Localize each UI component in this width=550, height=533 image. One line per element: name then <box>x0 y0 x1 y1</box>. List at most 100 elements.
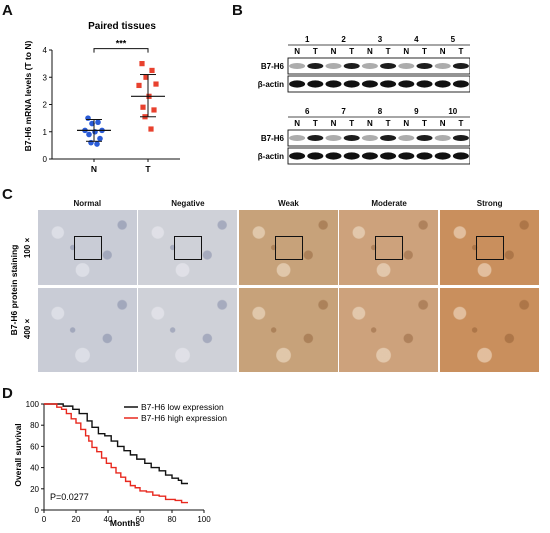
bottom-band <box>434 135 451 141</box>
top-band <box>380 63 397 69</box>
blot-row-label: β-actin <box>258 80 284 89</box>
bottom-band <box>398 152 415 160</box>
legend-low: B7-H6 low expression <box>141 402 224 412</box>
lane-label: T <box>386 119 391 128</box>
ihc-col-negative: Negative <box>171 199 205 208</box>
top-band <box>416 80 433 88</box>
panel-d-xlabel: Months <box>110 518 140 528</box>
sample-number: 4 <box>414 35 419 44</box>
lane-label: N <box>294 47 300 56</box>
lane-label: N <box>403 47 409 56</box>
blot-frame <box>287 57 470 75</box>
ihc-row-label-100: 100 × <box>20 210 34 285</box>
top-band <box>452 80 469 88</box>
panel-label-b: B <box>232 2 243 19</box>
panel-a-points <box>77 61 165 147</box>
blot-row-label: B7-H6 <box>261 134 285 143</box>
ihc-image-normal-100x <box>37 210 137 285</box>
data-point <box>143 74 149 80</box>
significance-bracket <box>93 48 149 53</box>
y-tick-label: 40 <box>30 464 39 473</box>
data-point <box>153 81 159 87</box>
x-tick-label: 60 <box>136 515 145 524</box>
legend-high: B7-H6 high expression <box>141 413 227 423</box>
x-tick-label: 100 <box>197 515 211 524</box>
bottom-band <box>307 135 324 141</box>
top-band <box>361 80 378 88</box>
top-band <box>325 80 342 88</box>
data-point <box>95 119 101 126</box>
bottom-band <box>380 135 397 141</box>
blot-frame <box>287 75 470 93</box>
bottom-band <box>434 152 451 160</box>
y-tick-label: 100 <box>26 400 40 409</box>
top-band <box>307 80 324 88</box>
lane-label: T <box>313 47 318 56</box>
bottom-band <box>325 135 342 141</box>
blot-row-label: β-actin <box>258 152 284 161</box>
y-tick-label: 60 <box>30 442 39 451</box>
ihc-col-moderate: Moderate <box>371 199 407 208</box>
panel-a-chart: Paired tissues 0 1 2 3 4 N T *** B7-H6 mRNA lev… <box>23 21 180 174</box>
sample-number: 9 <box>414 107 419 116</box>
panel-d-pvalue: P=0.0277 <box>50 492 89 502</box>
ihc-image-negative-400x <box>138 288 238 372</box>
blot-frame <box>287 147 470 165</box>
ihc-col-strong: Strong <box>476 199 503 208</box>
top-band <box>289 80 306 88</box>
sample-number: 2 <box>341 35 346 44</box>
lane-label: N <box>367 47 373 56</box>
lane-label: T <box>458 47 463 56</box>
lane-label: N <box>403 119 409 128</box>
blot-frame <box>287 129 470 147</box>
sample-number: 8 <box>378 107 383 116</box>
panel-a-axes: 0 1 2 3 4 N T *** <box>43 39 180 174</box>
bottom-band <box>289 135 306 141</box>
data-point <box>140 104 146 110</box>
y-tick-label: 1 <box>43 128 48 137</box>
top-band <box>398 80 415 88</box>
data-point <box>151 107 157 113</box>
bottom-band <box>343 152 360 160</box>
svg-text:400 ×: 400 × <box>23 319 32 340</box>
data-point <box>136 82 142 89</box>
x-tick-label: 0 <box>42 515 47 524</box>
panel-d-ylabel: Overall survival <box>13 423 23 486</box>
y-tick-label: 0 <box>35 506 40 515</box>
panel-a-ylabel: B7-H6 mRNA levels (T to N) <box>23 41 33 152</box>
data-point <box>85 115 91 121</box>
data-point <box>149 67 155 74</box>
x-tick-label: N <box>91 164 97 174</box>
ihc-image-strong-400x <box>439 288 539 372</box>
lane-label: T <box>349 47 354 56</box>
bottom-band <box>289 152 306 160</box>
lane-label: N <box>440 119 446 128</box>
panel-label-c: C <box>2 186 13 203</box>
panel-a-title: Paired tissues <box>88 21 156 32</box>
x-tick-label: T <box>145 164 151 174</box>
data-point <box>94 141 100 147</box>
data-point <box>97 135 103 142</box>
panel-d-legend: B7-H6 low expression B7-H6 high expressi… <box>124 402 227 423</box>
top-band <box>434 80 451 88</box>
top-band <box>343 80 360 88</box>
survival-line-low <box>44 403 188 485</box>
sample-number: 6 <box>305 107 310 116</box>
y-tick-label: 80 <box>30 421 39 430</box>
bottom-band <box>361 135 378 141</box>
ihc-col-weak: Weak <box>278 199 299 208</box>
ihc-column-headers: Normal Negative Weak Moderate Strong <box>37 199 540 211</box>
bottom-band <box>416 135 433 141</box>
y-tick-label: 2 <box>43 101 48 110</box>
ihc-image-weak-100x <box>238 210 338 285</box>
y-tick-label: 0 <box>43 155 48 164</box>
sample-number: 3 <box>378 35 383 44</box>
lane-label: N <box>367 119 373 128</box>
bottom-band <box>380 152 397 160</box>
top-band <box>452 63 469 69</box>
lane-label: N <box>331 119 337 128</box>
svg-text:100 ×: 100 × <box>23 238 32 259</box>
blot-row-label: B7-H6 <box>261 62 285 71</box>
panel-label-a: A <box>2 2 13 19</box>
